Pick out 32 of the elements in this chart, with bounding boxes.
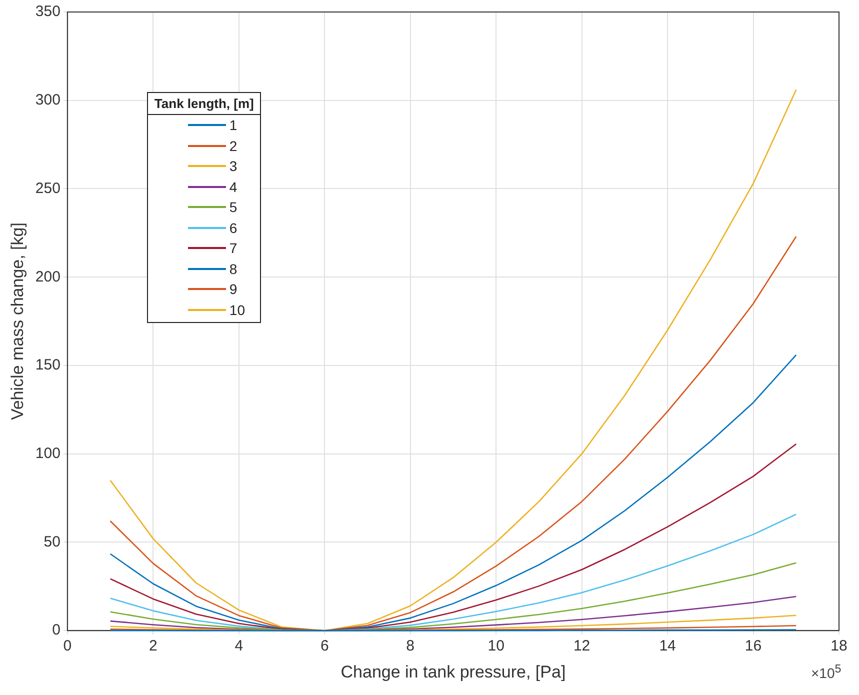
y-tick-label: 350 [35,3,60,20]
x-tick-label: 14 [659,638,676,655]
y-tick-label: 300 [35,92,60,109]
text: ×10$^{5}$ [811,662,842,682]
y-tick-label: 50 [44,533,60,550]
legend-label: 1 [229,117,238,134]
legend-label: 10 [229,302,245,318]
legend-label: 6 [229,220,238,236]
x-tick-label: 16 [744,638,762,655]
x-tick-label: 2 [148,638,158,655]
x-tick-label: 8 [406,638,415,655]
x-tick-label: 12 [573,638,590,655]
legend-label: 3 [229,158,238,174]
y-axis-title: Vehicle mass change, [kg] [8,222,27,420]
x-tick-label: 6 [320,638,329,655]
y-tick-label: 100 [35,445,60,462]
y-tick-label: 150 [35,356,60,374]
x-tick-label: 4 [234,638,244,655]
legend-label: 5 [229,199,238,216]
x-axis-title: Change in tank pressure, [Pa] [340,662,566,682]
x-tick-label: 0 [63,638,72,655]
legend-label: 9 [229,281,238,298]
y-tick-label: 250 [35,180,60,197]
legend-label: 8 [229,260,238,277]
x-tick-label: 10 [488,638,504,655]
x-tick-label: 18 [830,638,848,655]
legend-label: 2 [229,138,238,154]
y-tick-label: 0 [52,622,60,639]
legend-label: 4 [229,178,238,195]
legend-label: 7 [229,240,238,256]
legend-title: Tank length, [m] [148,93,260,115]
y-tick-label: 200 [35,268,60,286]
